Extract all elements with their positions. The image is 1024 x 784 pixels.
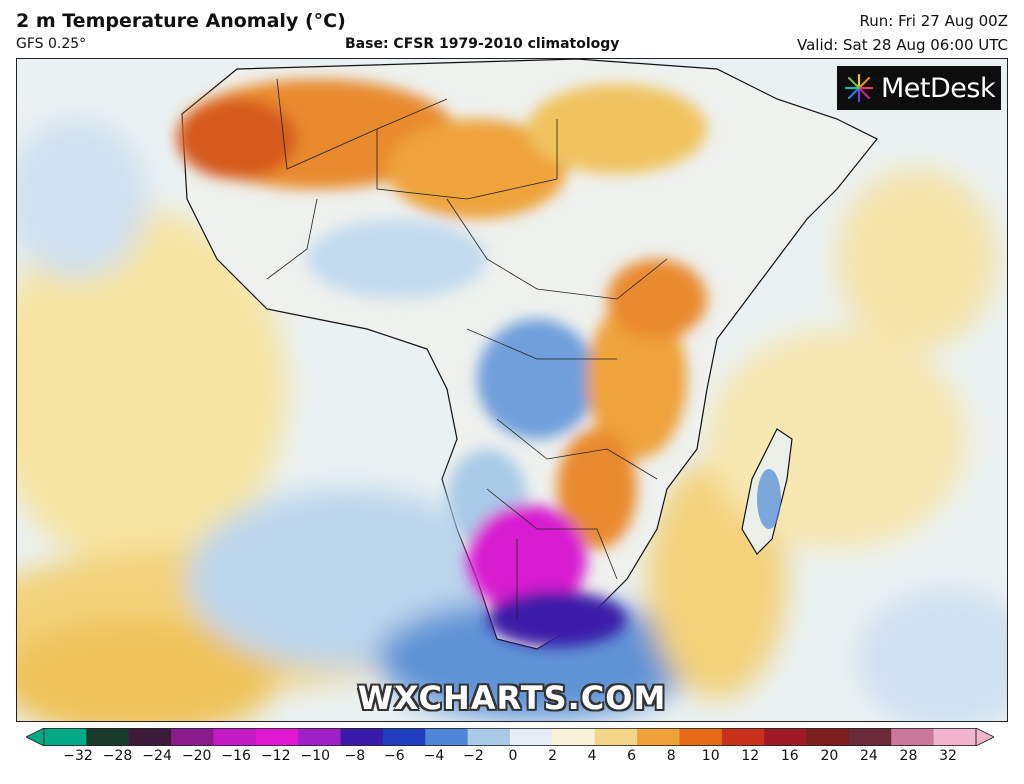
wxcharts-watermark: WXCHARTS.COM: [357, 679, 667, 717]
colorbar-tick-label: −16: [221, 748, 251, 764]
colorbar-segment: [594, 728, 638, 746]
colorbar-tick-label: −24: [142, 748, 172, 764]
colorbar-tick-label: 12: [741, 748, 760, 764]
colorbar-segment: [679, 728, 723, 746]
anomaly-field: [17, 119, 1007, 721]
colorbar-tick-label: 28: [899, 748, 918, 764]
model-label: GFS 0.25°: [16, 36, 87, 52]
colorbar-tick-label: −4: [423, 748, 445, 764]
colorbar-tick-label: 20: [820, 748, 839, 764]
colorbar-tick-label: 16: [780, 748, 799, 764]
colorbar-tick-labels: −32 −28 −24 −20 −16 −12 −10 −8 −6 −4 −2 0 2 4 6 8 10 12 16…: [0, 748, 1024, 770]
colorbar-tick-label: 8: [666, 748, 676, 764]
colorbar-segment: [764, 728, 808, 746]
colorbar-segment: [171, 728, 214, 746]
colorbar-tick-label: 10: [701, 748, 720, 764]
colorbar-segment: [467, 728, 511, 746]
colorbar-segment: [86, 728, 130, 746]
colorbar-tick-label: −32: [63, 748, 93, 764]
colorbar-tick-label: 32: [939, 748, 957, 764]
colorbar-tick-label: −10: [300, 748, 331, 764]
colorbar-segment: [552, 728, 596, 746]
colorbar-segment: [382, 728, 426, 746]
colorbar-tick-label: 2: [548, 748, 557, 764]
climatology-base-label: Base: CFSR 1979-2010 climatology: [345, 36, 620, 52]
colorbar-tick-label: −20: [181, 748, 212, 764]
valid-time-label: Valid: Sat 28 Aug 06:00 UTC: [797, 36, 1008, 54]
colorbar-tick-label: 6: [627, 748, 637, 764]
colorbar-segment: [298, 728, 342, 746]
colorbar-tick-label: −2: [463, 748, 484, 764]
colorbar-segment: [425, 728, 469, 746]
land-anomaly-field: [177, 79, 707, 647]
metdesk-logo: MetDesk: [837, 66, 1001, 110]
anomaly-map: MetDesk WXCHARTS.COM: [16, 58, 1008, 722]
colorbar-frame: [43, 728, 977, 746]
colorbar-segment: [44, 728, 87, 746]
colorbar-max-arrow: [975, 728, 994, 746]
country-borders: [266, 78, 668, 619]
colorbar-tick-label: 4: [587, 748, 597, 764]
starburst-icon: [844, 73, 874, 103]
run-time-label: Run: Fri 27 Aug 00Z: [859, 12, 1009, 30]
colorbar-segment: [340, 728, 384, 746]
madagascar-cold-anomaly: [757, 469, 781, 529]
colorbar-segment: [128, 728, 172, 746]
colorbar-segment: [933, 728, 977, 746]
colorbar-tick-label: −8: [344, 748, 366, 764]
colorbar-segment: [213, 728, 257, 746]
colorbar-segment: [891, 728, 935, 746]
colorbar-tick-label: −28: [102, 748, 133, 764]
colorbar-segment: [721, 728, 765, 746]
anomaly-map-graphic: [17, 59, 1007, 721]
metdesk-logo-text: MetDesk: [881, 72, 996, 104]
colorbar-segment: [848, 728, 892, 746]
map-title: 2 m Temperature Anomaly (°C): [16, 10, 346, 32]
colorbar-tick-label: 0: [508, 748, 518, 764]
colorbar-min-arrow: [26, 728, 45, 746]
colorbar-segment: [510, 728, 553, 746]
colorbar-segment: [255, 728, 299, 746]
colorbar: [26, 728, 994, 746]
colorbar-tick-label: −12: [260, 748, 291, 764]
colorbar-segment: [637, 728, 680, 746]
colorbar-tick-label: 24: [859, 748, 878, 764]
colorbar-tick-label: −6: [384, 748, 405, 764]
colorbar-segment: [806, 728, 850, 746]
